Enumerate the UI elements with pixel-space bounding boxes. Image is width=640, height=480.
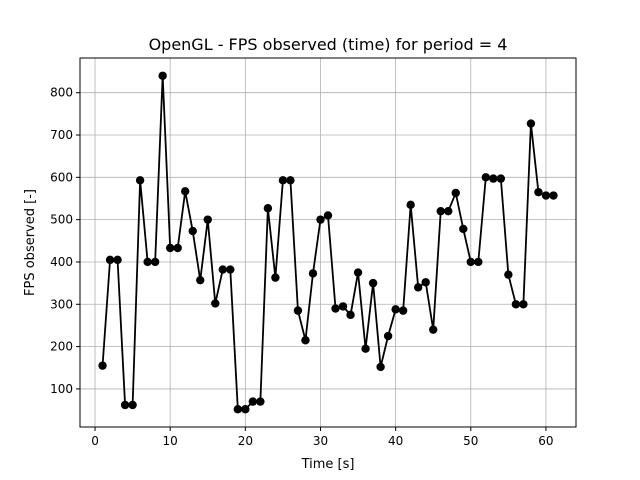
data-point: [211, 299, 220, 308]
data-point: [361, 344, 370, 353]
data-point: [338, 302, 348, 311]
data-point: [135, 176, 145, 185]
x-tick-label: 60: [538, 434, 553, 448]
data-point: [218, 265, 227, 274]
y-tick-label: 300: [50, 297, 73, 311]
data-point: [128, 400, 137, 410]
data-point: [188, 226, 197, 236]
data-point: [98, 361, 107, 370]
data-point: [549, 191, 558, 200]
series-layer: [98, 71, 558, 414]
data-point: [165, 243, 175, 253]
data-point: [519, 300, 528, 309]
y-tick-label: 800: [50, 86, 73, 100]
data-point: [511, 300, 521, 309]
x-tick-label: 30: [313, 434, 328, 448]
x-tick-label: 10: [163, 434, 178, 448]
data-point: [143, 257, 152, 267]
y-tick-label: 700: [50, 128, 73, 142]
data-point: [226, 265, 235, 274]
data-point: [271, 273, 280, 282]
data-point: [466, 257, 475, 267]
chart-title: OpenGL - FPS observed (time) for period …: [149, 35, 508, 54]
data-point: [541, 191, 551, 200]
data-point: [286, 176, 295, 185]
plot-area-frame: [79, 57, 577, 428]
x-tick-label: 50: [463, 434, 478, 448]
data-point: [489, 174, 498, 183]
data-point: [301, 336, 310, 345]
data-point: [241, 405, 250, 414]
data-point: [113, 255, 122, 265]
data-point: [383, 331, 393, 341]
data-point: [248, 397, 258, 406]
data-point: [346, 310, 355, 320]
data-point: [105, 255, 115, 265]
data-point: [526, 119, 536, 128]
data-point: [331, 304, 340, 313]
data-point: [173, 243, 182, 253]
y-tick-label: 600: [50, 170, 73, 184]
data-point: [120, 400, 130, 410]
data-point: [233, 405, 243, 414]
data-point: [278, 176, 288, 185]
y-tick-label: 100: [50, 382, 73, 396]
x-tick-label: 40: [388, 434, 403, 448]
data-point: [293, 306, 303, 315]
axis-ticks: 0 10 20 30 40 50 60 100 200 300 400 500 600 700 800: [50, 86, 553, 448]
y-tick-label: 400: [50, 255, 73, 269]
data-point: [481, 173, 491, 182]
data-point: [451, 188, 460, 198]
data-point: [323, 211, 333, 220]
data-point: [406, 200, 415, 210]
x-tick-label: 20: [238, 434, 253, 448]
data-point: [308, 269, 318, 278]
data-point: [504, 270, 513, 279]
data-point: [391, 305, 400, 314]
data-point: [181, 187, 190, 196]
grid-lines: [80, 58, 576, 427]
data-point: [459, 224, 468, 234]
data-point: [534, 187, 543, 197]
data-point: [421, 278, 430, 287]
data-point: [158, 71, 167, 80]
data-point: [368, 278, 378, 288]
data-point: [196, 275, 205, 285]
x-tick-label: 0: [91, 434, 99, 448]
y-axis-label: FPS observed [-]: [23, 189, 38, 296]
x-axis-label: Time [s]: [301, 457, 355, 472]
data-point: [496, 174, 506, 183]
data-point: [429, 325, 438, 334]
data-point: [376, 362, 385, 372]
data-point: [203, 215, 212, 224]
data-point: [150, 257, 160, 267]
data-point: [444, 206, 453, 216]
data-point: [316, 215, 325, 224]
data-point: [398, 306, 408, 315]
data-point: [263, 204, 273, 213]
data-point: [474, 257, 483, 267]
data-point: [436, 206, 445, 216]
data-point: [256, 397, 265, 406]
data-point: [413, 283, 423, 292]
y-tick-label: 200: [50, 340, 73, 354]
y-tick-label: 500: [50, 213, 73, 227]
data-point: [353, 268, 363, 277]
